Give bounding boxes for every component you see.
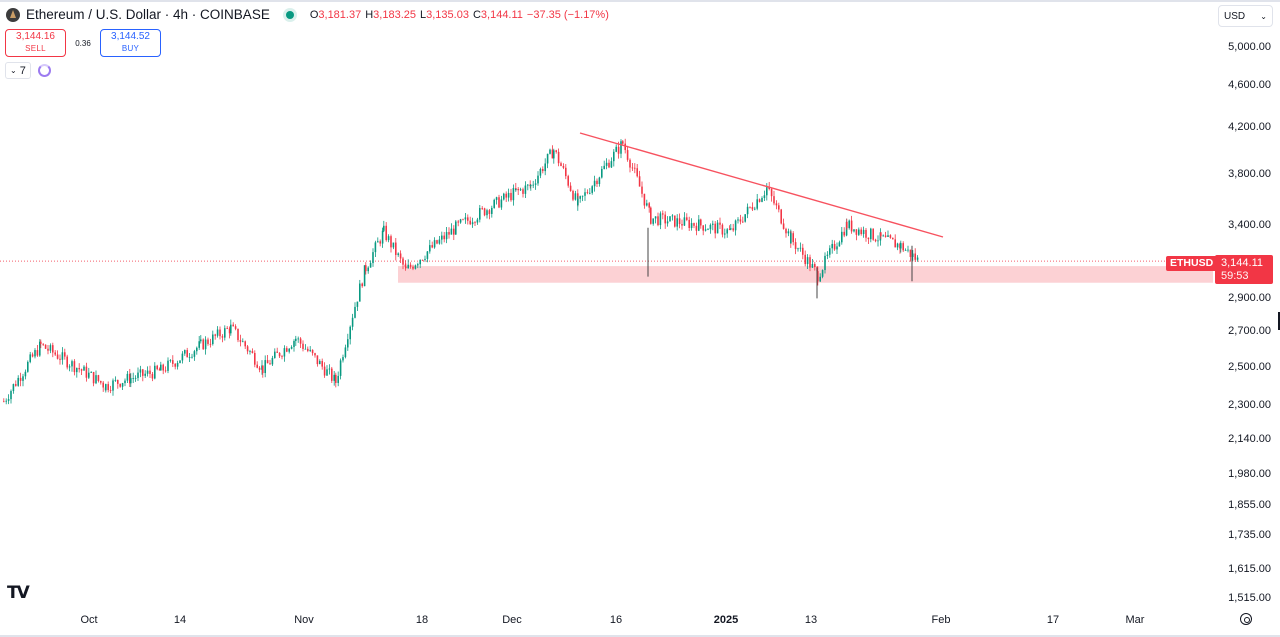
tradingview-logo[interactable]: TV	[7, 583, 30, 603]
last-price-label: 3,144.11 59:53	[1215, 255, 1273, 284]
currency-select[interactable]: USD ⌄	[1218, 5, 1273, 27]
chevron-down-icon: ⌄	[10, 66, 17, 75]
market-open-status-icon	[285, 10, 294, 19]
time-tick-label: Nov	[294, 614, 314, 626]
indicators-toggle-button[interactable]: ⌄ 7	[5, 62, 31, 79]
chart-settings-icon[interactable]	[1240, 613, 1252, 625]
time-tick-label: 17	[1046, 614, 1060, 626]
price-tick-label: 1,980.00	[1228, 468, 1271, 481]
price-tick-label: 4,600.00	[1228, 79, 1271, 92]
price-tick-label: 2,140.00	[1228, 432, 1271, 445]
time-tick-label: 14	[173, 614, 187, 626]
price-tick-label: 2,900.00	[1228, 292, 1271, 305]
indicators-count: 7	[19, 64, 26, 77]
indicators-row: ⌄ 7	[5, 62, 51, 79]
currency-value: USD	[1224, 10, 1246, 22]
close-value: 3,144.11	[480, 8, 523, 21]
descending-trendline	[579, 132, 944, 238]
bottom-border	[0, 635, 1280, 637]
price-axis[interactable]: 5,000.00 4,600.00 4,200.00 3,800.00 3,400.00…	[1213, 0, 1280, 637]
loading-spinner-icon	[37, 64, 51, 77]
symbol-title[interactable]: Ethereum / U.S. Dollar · 4h · COINBASE	[26, 7, 270, 22]
ethereum-logo-icon	[6, 7, 20, 22]
price-tick-label: 1,735.00	[1228, 529, 1271, 542]
price-tick-label: 1,515.00	[1228, 592, 1271, 604]
axis-scroll-handle[interactable]	[1278, 312, 1280, 330]
change-value: −37.35 (−1.17%)	[526, 8, 609, 21]
ohlc-values: O3,181.37 H3,183.25 L3,135.03 C3,144.11 …	[309, 8, 609, 21]
time-tick-label: 18	[415, 614, 429, 626]
open-value: 3,181.37	[318, 8, 362, 21]
time-tick-label: 2025	[713, 614, 739, 626]
bar-countdown: 59:53	[1221, 270, 1249, 282]
time-axis[interactable]: Oct 14 Nov 18 Dec 16 2025 13 Feb 17 Mar	[0, 608, 1213, 635]
price-tick-label: 4,200.00	[1228, 121, 1271, 134]
symbol-price-label: ETHUSD	[1166, 256, 1218, 271]
chevron-down-icon: ⌄	[1260, 11, 1267, 21]
price-tick-label: 1,855.00	[1228, 498, 1271, 511]
price-tick-label: 2,500.00	[1228, 360, 1271, 373]
price-tick-label: 3,800.00	[1228, 167, 1271, 180]
price-tick-label: 3,400.00	[1228, 218, 1271, 231]
sell-label: SELL	[25, 44, 46, 53]
time-tick-label: Feb	[931, 614, 951, 626]
trade-panel: 3,144.16 SELL 0.36 3,144.52 BUY	[5, 29, 161, 57]
spread-value: 0.36	[75, 38, 91, 48]
last-price-value: 3,144.11	[1221, 257, 1264, 269]
time-tick-label: 13	[804, 614, 818, 626]
sell-button[interactable]: 3,144.16 SELL	[5, 29, 66, 57]
price-tick-label: 1,615.00	[1228, 562, 1271, 575]
price-tick-label: 5,000.00	[1228, 41, 1271, 53]
time-tick-label: Oct	[80, 614, 98, 626]
price-tick-label: 2,700.00	[1228, 325, 1271, 338]
buy-label: BUY	[121, 44, 140, 53]
time-tick-label: Mar	[1125, 614, 1145, 626]
low-value: 3,135.03	[426, 8, 469, 21]
buy-button[interactable]: 3,144.52 BUY	[100, 29, 161, 57]
top-border	[0, 0, 1280, 2]
buy-price: 3,144.52	[111, 31, 150, 42]
price-tick-label: 2,300.00	[1228, 399, 1271, 412]
high-value: 3,183.25	[373, 8, 416, 21]
support-zone	[398, 266, 1213, 283]
symbol-legend: Ethereum / U.S. Dollar · 4h · COINBASE O…	[6, 7, 609, 22]
time-tick-label: Dec	[502, 614, 522, 626]
price-chart-canvas[interactable]	[0, 0, 1213, 607]
time-tick-label: 16	[609, 614, 623, 626]
sell-price: 3,144.16	[16, 31, 55, 42]
